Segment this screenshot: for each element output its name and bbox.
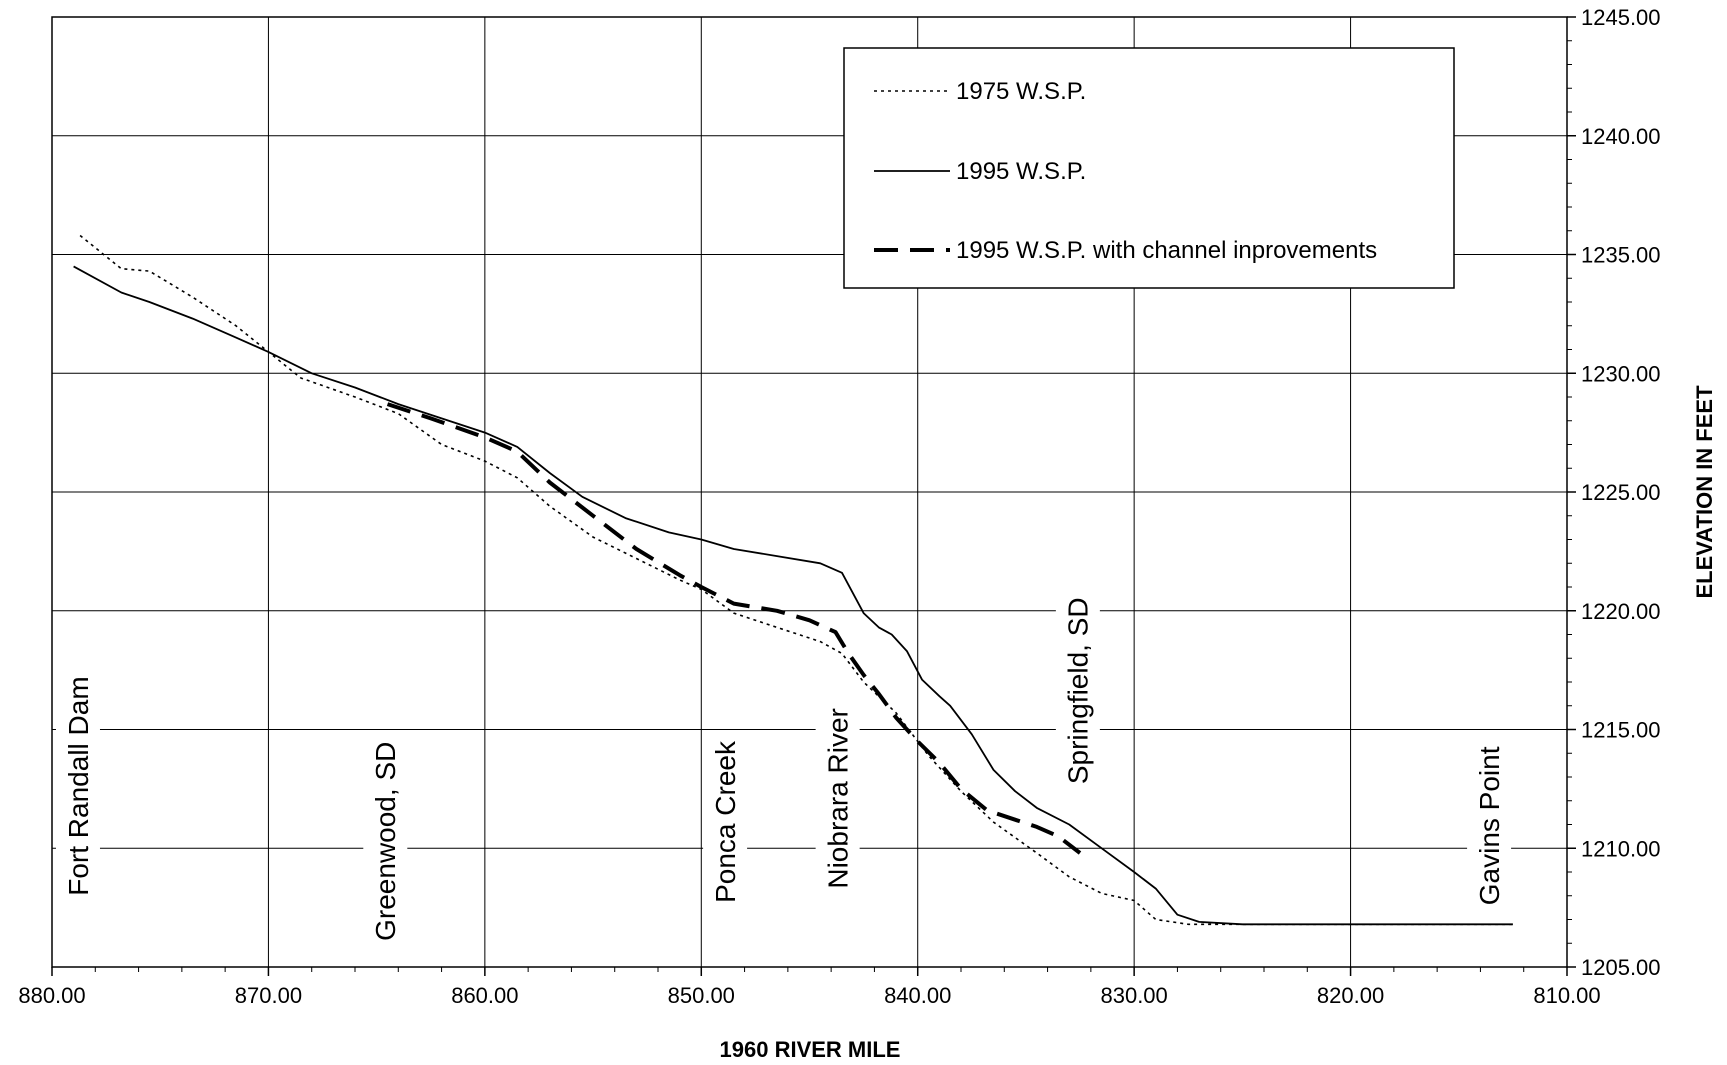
x-tick-label: 850.00 (668, 983, 735, 1008)
y-tick-label: 1245.00 (1581, 5, 1661, 30)
x-tick-label: 870.00 (235, 983, 302, 1008)
annotation-label: Fort Randall Dam (63, 676, 94, 895)
y-tick-label: 1220.00 (1581, 599, 1661, 624)
annotation-backing (55, 668, 100, 904)
annotation-4: Springfield, SD (1055, 589, 1100, 793)
annotation-1: Greenwood, SD (363, 733, 408, 949)
y-tick-label: 1240.00 (1581, 124, 1661, 149)
y-tick-label: 1210.00 (1581, 836, 1661, 861)
y-tick-label: 1230.00 (1581, 361, 1661, 386)
location-annotations: Fort Randall Dam Greenwood, SD Ponca Creek… (55, 589, 1512, 949)
x-tick-label: 840.00 (884, 983, 951, 1008)
axis-ticks: 880.00 870.00 860.00 850.00 840.00 830.00 820.… (18, 5, 1660, 1008)
legend-label-2: 1995 W.S.P. (956, 158, 1086, 185)
series-line-2 (73, 265, 1513, 926)
y-axis-title: ELEVATION IN FEET (1692, 385, 1717, 599)
gridlines (52, 17, 1567, 967)
x-tick-label: 880.00 (18, 983, 85, 1008)
x-axis-title: 1960 RIVER MILE (720, 1037, 901, 1062)
annotation-backing (703, 733, 748, 911)
y-tick-label: 1225.00 (1581, 480, 1661, 505)
x-tick-label: 810.00 (1533, 983, 1600, 1008)
x-tick-label: 860.00 (451, 983, 518, 1008)
annotation-label: Greenwood, SD (370, 742, 401, 941)
series-line-1 (79, 234, 1513, 926)
y-tick-label: 1235.00 (1581, 243, 1661, 268)
y-tick-label: 1215.00 (1581, 718, 1661, 743)
annotation-backing (815, 700, 860, 897)
x-tick-label: 830.00 (1100, 983, 1167, 1008)
annotation-backing (363, 733, 408, 949)
series-line-3 (386, 402, 1082, 855)
legend: 1975 W.S.P. 1995 W.S.P. 1995 W.S.P. with c… (843, 47, 1455, 289)
annotation-label: Niobrara River (822, 708, 853, 889)
annotation-3: Niobrara River (815, 700, 860, 897)
series-lines (73, 234, 1513, 926)
annotation-label: Gavins Point (1474, 746, 1505, 905)
legend-label-3: 1995 W.S.P. with channel inprovements (956, 237, 1377, 264)
annotation-label: Springfield, SD (1063, 597, 1094, 784)
x-tick-label: 820.00 (1317, 983, 1384, 1008)
annotation-backing (1467, 738, 1512, 914)
y-tick-label: 1205.00 (1581, 955, 1661, 980)
annotation-2: Ponca Creek (703, 733, 748, 911)
legend-box (843, 47, 1455, 289)
annotation-label: Ponca Creek (710, 740, 741, 903)
annotation-0: Fort Randall Dam (55, 668, 100, 904)
legend-label-1: 1975 W.S.P. (956, 78, 1086, 105)
annotation-backing (1055, 589, 1100, 793)
annotation-5: Gavins Point (1467, 738, 1512, 914)
